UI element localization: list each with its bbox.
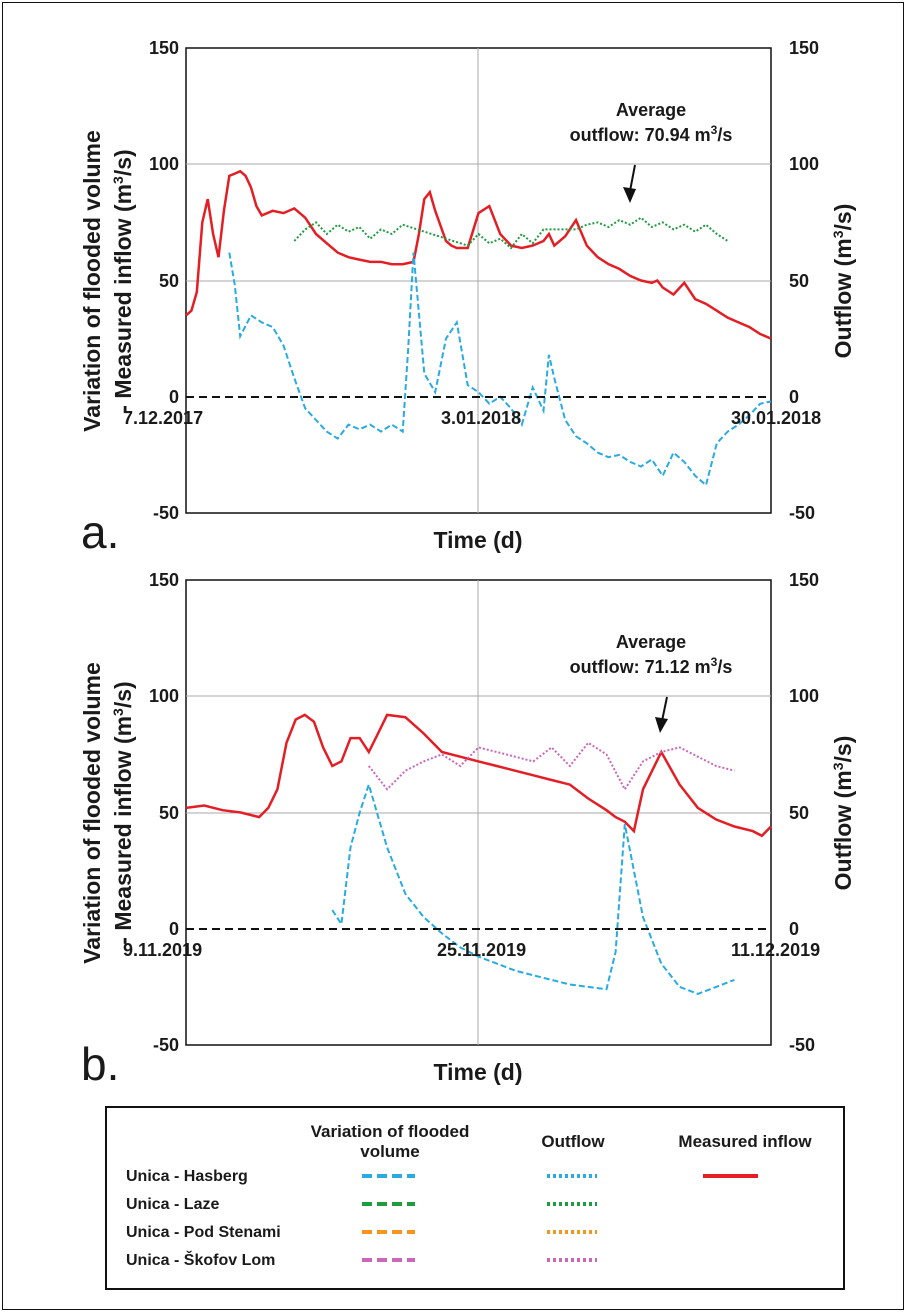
ytick-right: 0 — [789, 919, 799, 939]
legend: Variation of flooded volume Outflow Meas… — [105, 1106, 845, 1290]
ytick-left: 50 — [159, 271, 179, 291]
legend-box — [105, 1106, 845, 1290]
y-axis-title-left-line2: - Measured inflow (m3/s) — [110, 681, 136, 944]
annotation-line1: Average — [616, 100, 686, 120]
annotation-line2: outflow: 71.12 m3/s — [570, 655, 733, 677]
x-axis-title: Time (d) — [433, 1059, 522, 1085]
annotation-arrow — [629, 164, 636, 192]
series-variation-of-flooded-volume — [331, 781, 735, 995]
ytick-left: 100 — [149, 154, 179, 174]
ytick-left: -50 — [153, 503, 179, 523]
series-variation-of-flooded-volume — [228, 252, 772, 487]
series-layer-b — [185, 713, 772, 995]
ytick-left: -50 — [153, 1035, 179, 1055]
ytick-right: -50 — [789, 1035, 815, 1055]
date-label: 9.11.2019 — [123, 940, 202, 960]
ytick-right: 50 — [789, 803, 809, 823]
y-axis-title-left-line1: Variation of flooded volume — [79, 130, 105, 432]
legend-row-label: Unica - Hasberg — [126, 1168, 248, 1185]
panel-a: 150 100 50 0 -50 150 100 50 0 -50 7.12.2… — [79, 38, 856, 558]
annotation-arrow — [661, 696, 668, 722]
panel-letter: a. — [81, 506, 119, 558]
ytick-right: -50 — [789, 503, 815, 523]
legend-row-label: Unica - Pod Stenami — [126, 1224, 281, 1241]
y-axis-title-right: Outflow (m3/s) — [830, 736, 856, 891]
ytick-right: 100 — [789, 686, 819, 706]
date-label: 11.12.2019 — [731, 940, 820, 960]
legend-header-outflow: Outflow — [541, 1132, 605, 1151]
y-axis-title-left-line2: - Measured inflow (m3/s) — [110, 149, 136, 412]
y-axis-title-left-line1: Variation of flooded volume — [79, 662, 105, 964]
series-outflow — [293, 216, 729, 250]
date-label: 7.12.2017 — [123, 408, 203, 428]
legend-header-variation: Variation of flooded — [311, 1122, 470, 1141]
ytick-right: 0 — [789, 387, 799, 407]
series-layer-a — [185, 169, 772, 487]
figure-canvas: 150 100 50 0 -50 150 100 50 0 -50 7.12.2… — [79, 38, 856, 1290]
x-axis-title: Time (d) — [433, 527, 522, 553]
date-label: 25.11.2019 — [437, 940, 526, 960]
date-label: 3.01.2018 — [441, 408, 521, 428]
ytick-left: 0 — [169, 919, 179, 939]
legend-row-label: Unica - Škofov Lom — [126, 1250, 275, 1269]
annotation-line2: outflow: 70.94 m3/s — [570, 123, 733, 145]
ytick-right: 100 — [789, 154, 819, 174]
series-measured-inflow — [185, 169, 772, 340]
panel-letter: b. — [81, 1038, 119, 1090]
y-axis-title-right: Outflow (m3/s) — [830, 204, 856, 359]
annotation-arrowhead — [623, 187, 636, 203]
ytick-right: 50 — [789, 271, 809, 291]
legend-header-variation-line2: volume — [360, 1142, 420, 1161]
legend-header-inflow: Measured inflow — [678, 1132, 812, 1151]
legend-row-label: Unica - Laze — [126, 1196, 219, 1213]
date-label: 30.01.2018 — [731, 408, 821, 428]
ytick-left: 100 — [149, 686, 179, 706]
panel-b: 150 100 50 0 -50 150 100 50 0 -50 9.11.2… — [79, 570, 856, 1090]
ytick-right: 150 — [789, 38, 819, 58]
ytick-left: 150 — [149, 38, 179, 58]
ytick-left: 150 — [149, 570, 179, 590]
ytick-left: 0 — [169, 387, 179, 407]
annotation-line1: Average — [616, 632, 686, 652]
ytick-right: 150 — [789, 570, 819, 590]
ytick-left: 50 — [159, 803, 179, 823]
annotation-arrowhead — [655, 717, 668, 733]
